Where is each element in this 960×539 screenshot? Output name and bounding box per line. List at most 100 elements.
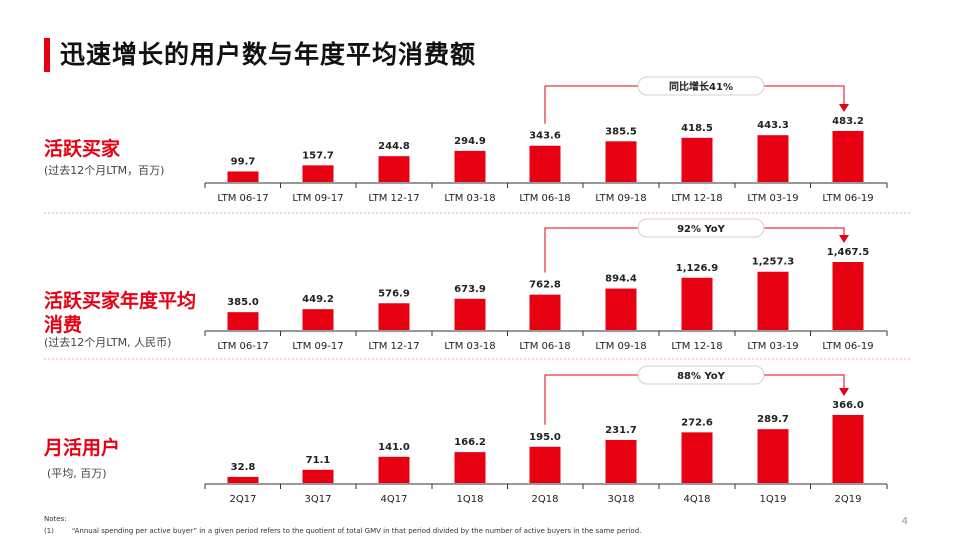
bar	[302, 165, 334, 182]
notes-title: Notes:	[44, 515, 67, 523]
category-label: 2Q17	[230, 494, 257, 505]
data-label: 343.6	[529, 131, 561, 142]
bar	[681, 277, 713, 330]
note-index: (1)	[44, 527, 54, 535]
category-label: LTM 12-17	[368, 193, 419, 204]
growth-arrowhead	[839, 235, 849, 243]
category-label: LTM 09-18	[595, 341, 646, 352]
category-label: LTM 06-19	[822, 341, 873, 352]
data-label: 385.0	[227, 297, 259, 308]
bar	[529, 446, 561, 483]
data-label: 762.8	[529, 280, 561, 291]
category-label: LTM 09-17	[292, 341, 343, 352]
category-label: 3Q17	[305, 494, 332, 505]
bar	[529, 145, 561, 182]
bar	[378, 156, 410, 182]
bar	[227, 312, 259, 330]
section-label-mau: 月活用户	[44, 437, 121, 459]
data-label: 443.3	[757, 120, 789, 131]
growth-label: 88% YoY	[677, 371, 726, 382]
category-label: LTM 09-18	[595, 193, 646, 204]
category-label: 1Q18	[457, 494, 484, 505]
bar	[681, 432, 713, 483]
data-label: 231.7	[605, 425, 637, 436]
category-label: 3Q18	[608, 494, 635, 505]
data-label: 366.0	[832, 400, 864, 411]
bar	[454, 150, 486, 182]
growth-arrowhead	[839, 388, 849, 396]
data-label: 195.0	[529, 432, 561, 443]
bar	[832, 262, 864, 330]
data-label: 449.2	[302, 294, 334, 305]
bar	[605, 141, 637, 182]
data-label: 673.9	[454, 284, 486, 295]
data-label: 385.5	[605, 126, 637, 137]
section-sublabel-active-buyers: (过去12个月LTM，百万)	[44, 164, 165, 177]
page-number: 4	[901, 516, 908, 527]
data-label: 157.7	[302, 150, 334, 161]
bar	[605, 439, 637, 483]
category-label: LTM 03-18	[444, 193, 495, 204]
title-accent-bar	[44, 38, 50, 72]
data-label: 141.0	[378, 442, 410, 453]
bar	[529, 294, 561, 330]
data-label: 1,126.9	[676, 263, 718, 274]
data-label: 244.8	[378, 141, 410, 152]
category-label: 2Q19	[835, 494, 862, 505]
category-label: LTM 03-19	[747, 193, 798, 204]
bar	[832, 131, 864, 182]
section-sublabel-annual-spending: (过去12个月LTM, 人民币)	[44, 336, 172, 349]
bar	[757, 271, 789, 330]
bar	[605, 288, 637, 330]
bar	[378, 456, 410, 483]
growth-pill	[637, 365, 765, 385]
section-label-annual-spending: 活跃买家年度平均	[44, 290, 197, 312]
category-label: LTM 03-18	[444, 341, 495, 352]
bar	[681, 137, 713, 182]
growth-arrowhead	[839, 104, 849, 112]
category-label: 4Q17	[381, 494, 408, 505]
section-label-annual-spending-line2: 消费	[44, 314, 83, 336]
category-label: LTM 12-18	[671, 341, 722, 352]
category-label: 4Q18	[684, 494, 711, 505]
data-label: 272.6	[681, 417, 713, 428]
bar	[757, 135, 789, 182]
bar	[454, 298, 486, 330]
growth-label: 同比增长41%	[669, 80, 733, 93]
category-label: LTM 12-18	[671, 193, 722, 204]
bar	[757, 429, 789, 483]
category-label: LTM 06-17	[217, 193, 268, 204]
category-label: 2Q18	[532, 494, 559, 505]
data-label: 1,257.3	[752, 257, 794, 268]
data-label: 1,467.5	[827, 247, 869, 258]
note-text: “Annual spending per active buyer” in a …	[71, 527, 642, 535]
growth-pill	[637, 218, 765, 238]
growth-label: 92% YoY	[677, 224, 726, 235]
data-label: 294.9	[454, 136, 486, 147]
notes-line: (1) “Annual spending per active buyer” in…	[44, 527, 659, 535]
category-label: LTM 06-17	[217, 341, 268, 352]
data-label: 576.9	[378, 288, 410, 299]
bar	[302, 469, 334, 483]
data-label: 483.2	[832, 116, 864, 127]
category-label: 1Q19	[760, 494, 787, 505]
bar	[454, 452, 486, 483]
section-sublabel-mau: (平均, 百万)	[47, 467, 107, 480]
data-label: 894.4	[605, 274, 637, 285]
category-label: LTM 09-17	[292, 193, 343, 204]
bar	[302, 309, 334, 330]
category-label: LTM 06-19	[822, 193, 873, 204]
section-label-active-buyers: 活跃买家	[44, 138, 121, 160]
data-label: 289.7	[757, 414, 789, 425]
category-label: LTM 12-17	[368, 341, 419, 352]
data-label: 166.2	[454, 437, 486, 448]
bar	[832, 415, 864, 483]
data-label: 32.8	[231, 462, 256, 473]
data-label: 99.7	[231, 156, 256, 167]
bar	[227, 171, 259, 182]
category-label: LTM 03-19	[747, 341, 798, 352]
bar	[378, 303, 410, 330]
bar	[227, 476, 259, 483]
category-label: LTM 06-18	[519, 193, 570, 204]
